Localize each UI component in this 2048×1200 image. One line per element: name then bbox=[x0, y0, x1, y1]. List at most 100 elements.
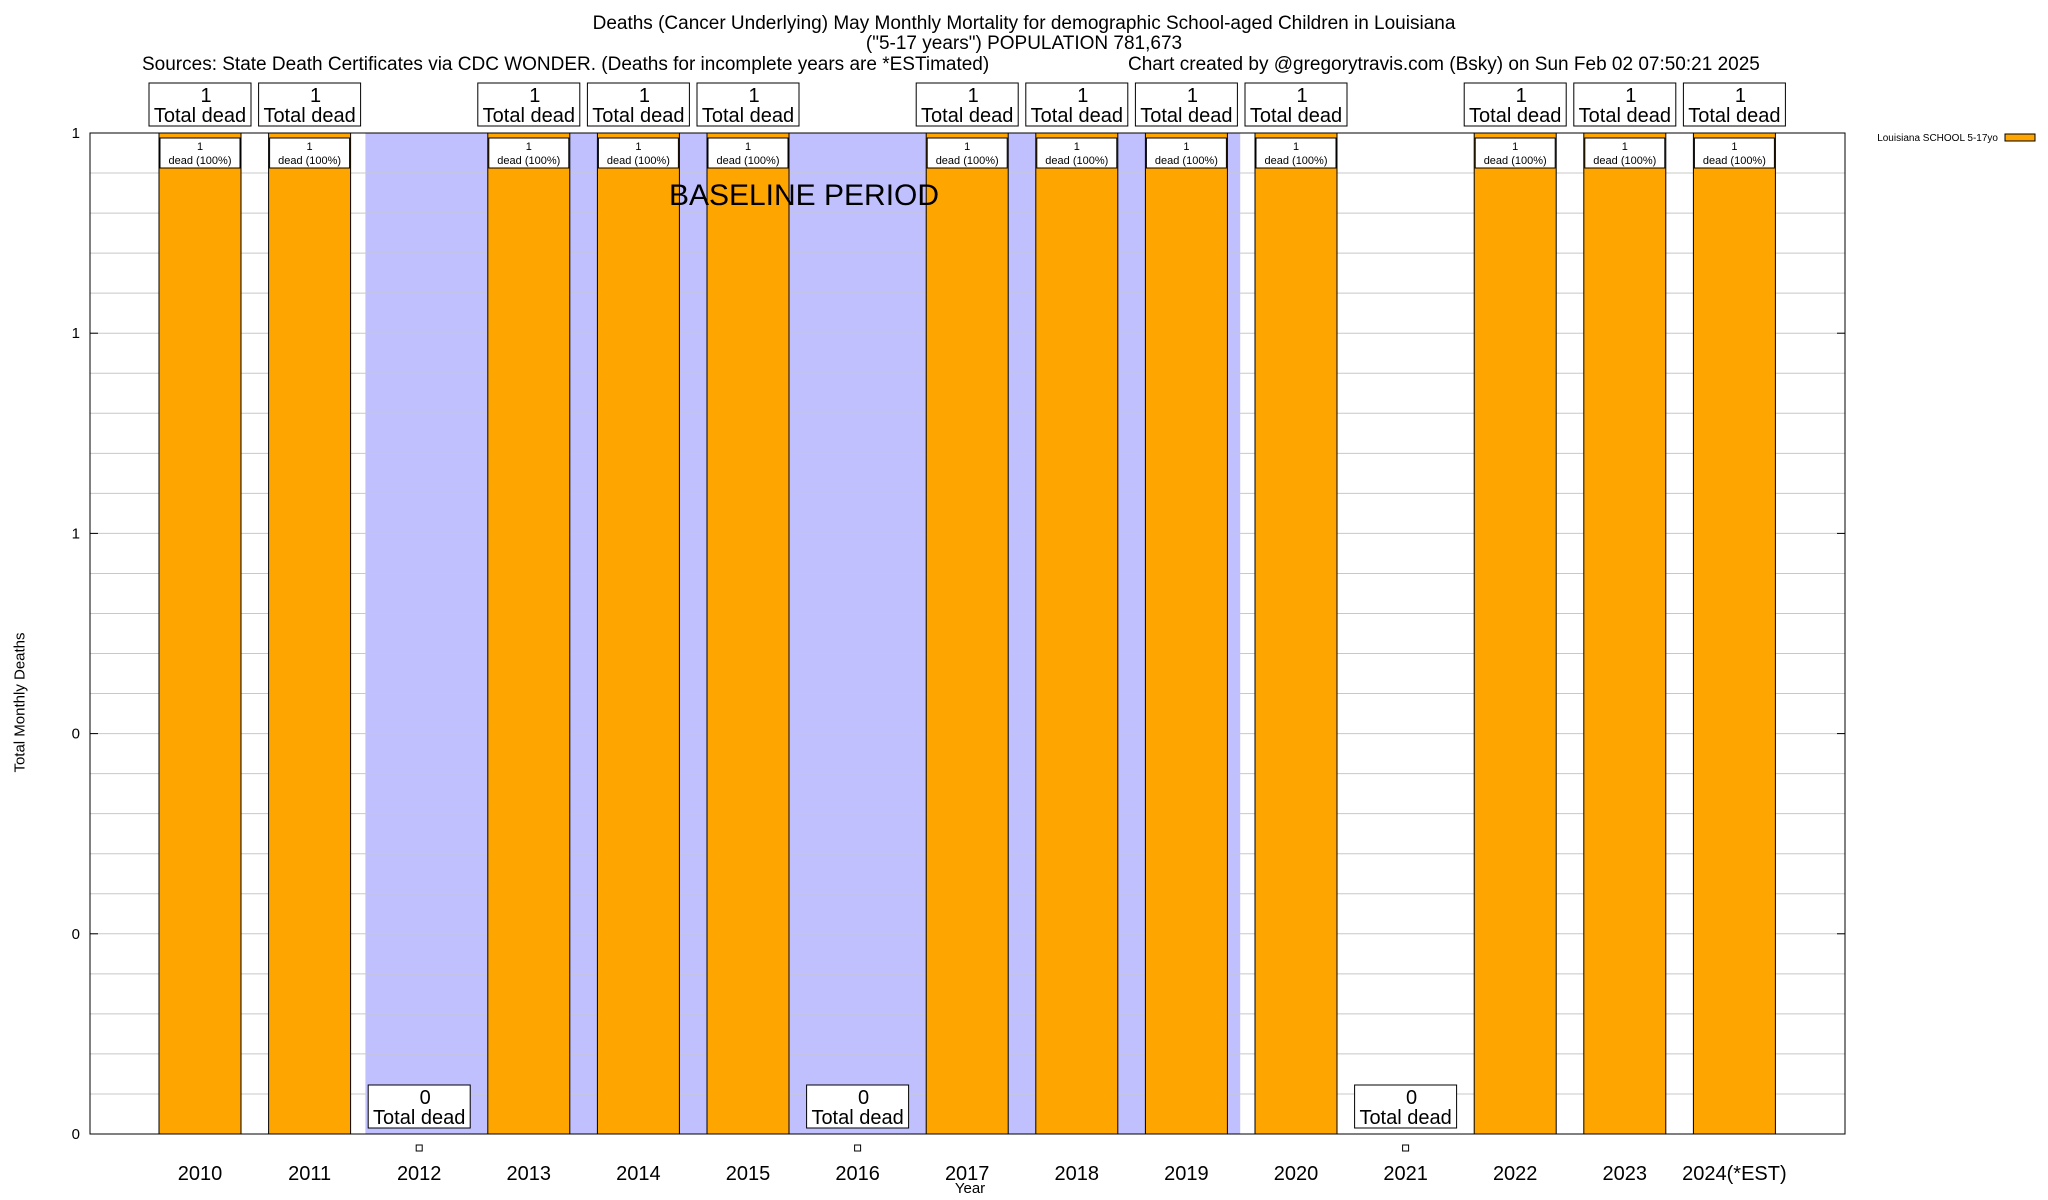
x-tick-label: 2012 bbox=[397, 1163, 442, 1185]
bar-2020 bbox=[1254, 132, 1338, 1135]
y-axis-label: Total Monthly Deaths bbox=[11, 632, 29, 773]
x-tick-label: 2017 bbox=[945, 1163, 990, 1185]
bar-2024(*EST) bbox=[1692, 132, 1776, 1135]
y-tick-label: 0 bbox=[72, 926, 80, 943]
total-label-text: Total dead bbox=[1140, 105, 1232, 127]
plot-frame bbox=[89, 132, 1846, 1135]
inner-label-box bbox=[488, 137, 570, 169]
bar-2019 bbox=[1144, 132, 1228, 1135]
total-label-value: 1 bbox=[310, 85, 321, 107]
zero-marker bbox=[415, 1144, 423, 1152]
bar-2018 bbox=[1035, 132, 1119, 1135]
bar-2010 bbox=[158, 132, 242, 1135]
inner-label-box bbox=[926, 137, 1008, 169]
x-tick-label: 2013 bbox=[507, 1163, 552, 1185]
bar-2023 bbox=[1583, 132, 1667, 1135]
total-label-text: Total dead bbox=[702, 105, 794, 127]
y-tick-label: 1 bbox=[72, 125, 80, 142]
total-label-text: Total dead bbox=[592, 105, 684, 127]
total-label-box bbox=[586, 82, 690, 127]
x-axis-label: Year bbox=[954, 1180, 986, 1197]
x-tick-label: 2021 bbox=[1383, 1163, 1428, 1185]
total-label-box bbox=[1134, 82, 1238, 127]
total-label-box bbox=[477, 82, 581, 127]
chart-title: Deaths (Cancer Underlying) May Monthly M… bbox=[592, 13, 1456, 34]
bar-2015 bbox=[706, 132, 790, 1135]
inner-label-text: dead (100%) bbox=[1593, 155, 1656, 167]
inner-label-text: dead (100%) bbox=[169, 155, 232, 167]
y-tick-label: 1 bbox=[72, 325, 80, 342]
total-label-box bbox=[696, 82, 800, 127]
x-tick-label: 2014 bbox=[616, 1163, 661, 1185]
total-label-box bbox=[1354, 1084, 1458, 1129]
total-label-text: Total dead bbox=[1688, 105, 1780, 127]
inner-label-value: 1 bbox=[1074, 141, 1080, 153]
total-label-text: Total dead bbox=[1250, 105, 1342, 127]
zero-marker bbox=[1402, 1144, 1410, 1152]
inner-label-value: 1 bbox=[1622, 141, 1628, 153]
inner-label-value: 1 bbox=[197, 141, 203, 153]
bar-2014 bbox=[596, 132, 680, 1135]
total-label-text: Total dead bbox=[1359, 1107, 1451, 1129]
x-tick-label: 2022 bbox=[1493, 1163, 1538, 1185]
inner-label-box bbox=[597, 137, 679, 169]
total-label-value: 0 bbox=[858, 1087, 869, 1109]
total-label-box bbox=[148, 82, 252, 127]
total-label-text: Total dead bbox=[921, 105, 1013, 127]
total-label-text: Total dead bbox=[154, 105, 246, 127]
total-label-box bbox=[1244, 82, 1348, 127]
x-tick-label: 2011 bbox=[288, 1163, 331, 1185]
total-label-value: 1 bbox=[1077, 85, 1088, 107]
y-tick-label: 1 bbox=[72, 525, 80, 542]
y-tick-label: 0 bbox=[72, 726, 80, 743]
legend-label: Louisiana SCHOOL 5-17yo bbox=[1877, 133, 1998, 144]
inner-label-box bbox=[159, 137, 241, 169]
inner-label-value: 1 bbox=[745, 141, 751, 153]
inner-label-box bbox=[707, 137, 789, 169]
legend-swatch bbox=[2004, 133, 2036, 142]
bar-2011 bbox=[268, 132, 352, 1135]
total-label-value: 1 bbox=[1187, 85, 1198, 107]
total-label-value: 0 bbox=[420, 1087, 431, 1109]
total-label-box bbox=[806, 1084, 910, 1129]
total-label-box bbox=[1463, 82, 1567, 127]
total-label-text: Total dead bbox=[1469, 105, 1561, 127]
x-tick-label: 2015 bbox=[726, 1163, 771, 1185]
total-label-value: 1 bbox=[968, 85, 979, 107]
total-label-box bbox=[258, 82, 362, 127]
x-tick-label: 2018 bbox=[1055, 1163, 1100, 1185]
inner-label-value: 1 bbox=[635, 141, 641, 153]
inner-label-text: dead (100%) bbox=[1155, 155, 1218, 167]
x-tick-label: 2020 bbox=[1274, 1163, 1319, 1185]
x-tick-label: 2024(*EST) bbox=[1682, 1163, 1787, 1185]
total-label-box bbox=[1682, 82, 1786, 127]
inner-label-value: 1 bbox=[526, 141, 532, 153]
x-tick-label: 2023 bbox=[1603, 1163, 1648, 1185]
total-label-box bbox=[367, 1084, 471, 1129]
inner-label-box bbox=[1255, 137, 1337, 169]
inner-label-box bbox=[1584, 137, 1666, 169]
x-tick-label: 2016 bbox=[835, 1163, 880, 1185]
inner-label-box bbox=[1145, 137, 1227, 169]
total-label-text: Total dead bbox=[1031, 105, 1123, 127]
total-label-value: 1 bbox=[1625, 85, 1636, 107]
total-label-value: 1 bbox=[1296, 85, 1307, 107]
total-label-box bbox=[1025, 82, 1129, 127]
total-label-value: 1 bbox=[748, 85, 759, 107]
chart-credit: Chart created by @gregorytravis.com (Bsk… bbox=[1128, 54, 1760, 75]
total-label-value: 0 bbox=[1406, 1087, 1417, 1109]
inner-label-value: 1 bbox=[307, 141, 313, 153]
inner-label-text: dead (100%) bbox=[1703, 155, 1766, 167]
total-label-text: Total dead bbox=[811, 1107, 903, 1129]
chart-sources: Sources: State Death Certificates via CD… bbox=[142, 54, 990, 75]
total-label-value: 1 bbox=[200, 85, 211, 107]
inner-label-value: 1 bbox=[1731, 141, 1737, 153]
total-label-text: Total dead bbox=[1579, 105, 1671, 127]
zero-marker bbox=[854, 1144, 862, 1152]
inner-label-value: 1 bbox=[1512, 141, 1518, 153]
x-tick-label: 2010 bbox=[178, 1163, 223, 1185]
total-label-value: 1 bbox=[639, 85, 650, 107]
bar-2022 bbox=[1473, 132, 1557, 1135]
inner-label-box bbox=[1474, 137, 1556, 169]
